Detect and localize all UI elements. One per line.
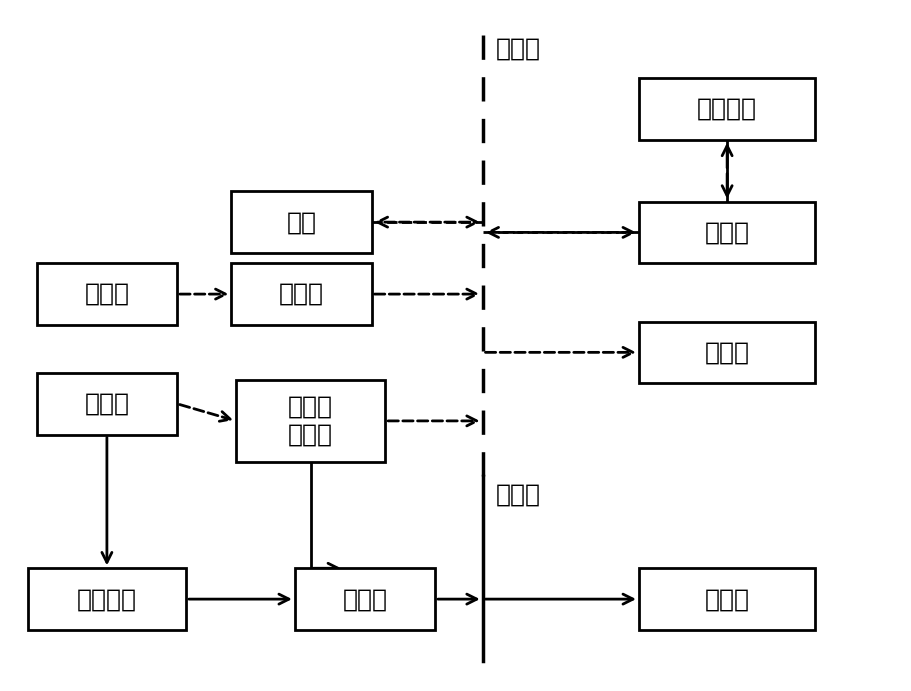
Text: 天然气: 天然气 bbox=[85, 392, 129, 416]
Bar bbox=[236, 380, 385, 462]
Bar bbox=[639, 202, 815, 263]
Text: 电母线: 电母线 bbox=[496, 37, 541, 61]
Bar bbox=[36, 263, 177, 325]
Bar bbox=[639, 568, 815, 630]
Text: 变流器: 变流器 bbox=[704, 220, 750, 245]
Text: 太阳能: 太阳能 bbox=[85, 282, 129, 306]
Text: 储能电池: 储能电池 bbox=[697, 97, 757, 121]
Bar bbox=[36, 373, 177, 435]
Bar bbox=[231, 191, 372, 253]
Bar bbox=[295, 568, 435, 630]
Text: 热负荷: 热负荷 bbox=[704, 587, 750, 611]
Text: 溴冷机组: 溴冷机组 bbox=[77, 587, 137, 611]
Text: 电负荷: 电负荷 bbox=[704, 341, 750, 364]
Bar bbox=[639, 321, 815, 384]
Bar bbox=[639, 78, 815, 140]
Text: 逆变器: 逆变器 bbox=[279, 282, 324, 306]
Bar bbox=[231, 263, 372, 325]
Text: 换热器: 换热器 bbox=[343, 587, 387, 611]
Bar bbox=[27, 568, 186, 630]
Text: 热母线: 热母线 bbox=[496, 482, 541, 507]
Text: 微型燃
气轮机: 微型燃 气轮机 bbox=[288, 395, 333, 447]
Text: 电网: 电网 bbox=[287, 210, 317, 234]
